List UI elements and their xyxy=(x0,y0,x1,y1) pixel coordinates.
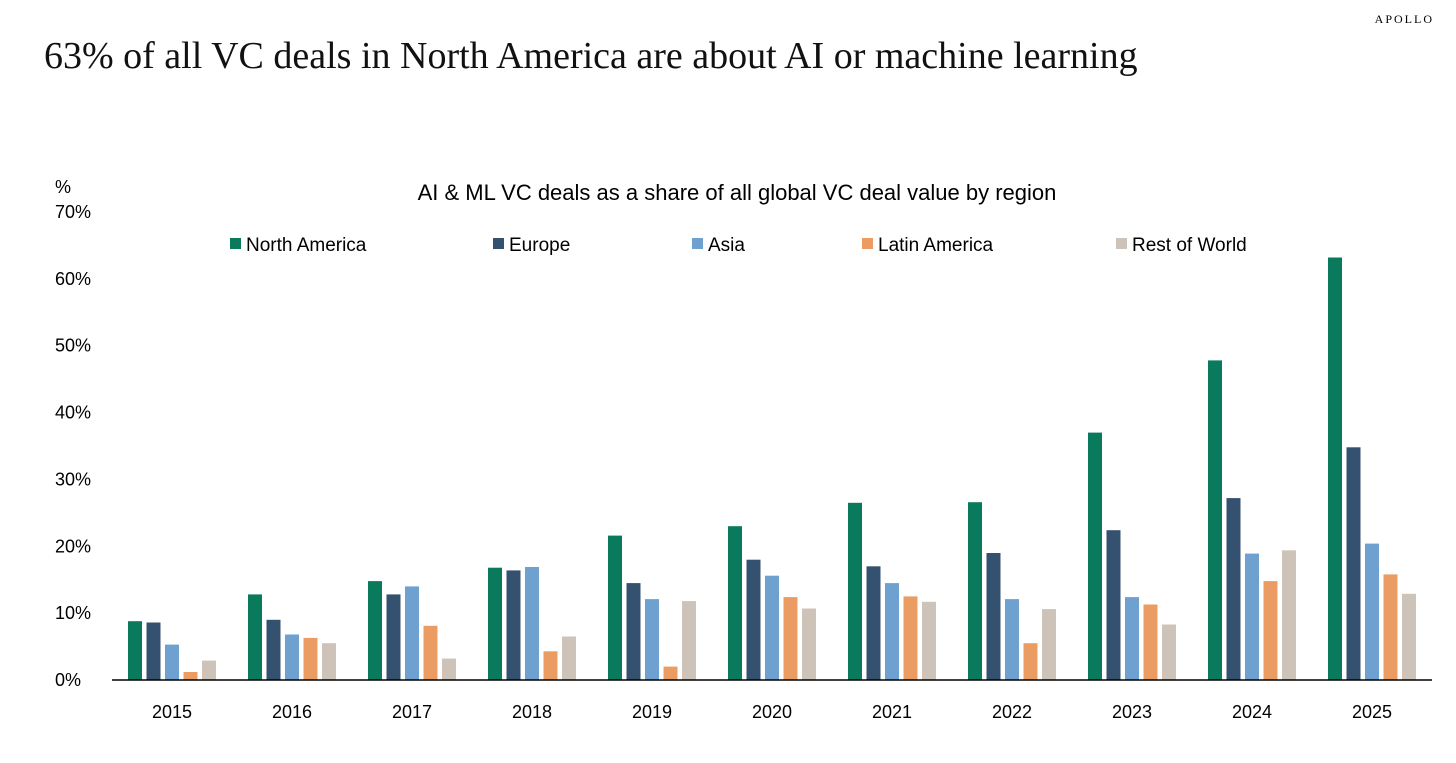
bar-asia-2018 xyxy=(525,567,539,680)
x-axis: 2015 2016 2017 2018 2019 2020 2021 2022 2023 2024… xyxy=(152,702,1392,722)
bar-asia-2020 xyxy=(765,575,779,680)
bar-asia-2021 xyxy=(885,583,899,680)
bar-latin-america-2024 xyxy=(1263,581,1278,680)
bar-europe-2022 xyxy=(986,553,1001,680)
x-tick-label: 2017 xyxy=(392,702,432,722)
bar-north-america-2022 xyxy=(968,502,982,680)
legend-label-rest-of-world: Rest of World xyxy=(1132,235,1247,256)
x-tick-label: 2015 xyxy=(152,702,192,722)
bar-north-america-2023 xyxy=(1088,432,1102,680)
legend-label-europe: Europe xyxy=(509,235,570,256)
bar-latin-america-2021 xyxy=(903,596,918,680)
brand-logo-text: APOLLO xyxy=(1374,12,1434,26)
bar-latin-america-2016 xyxy=(303,637,318,680)
bars-group xyxy=(128,257,1416,680)
page-headline: 63% of all VC deals in North America are… xyxy=(44,35,1138,77)
bar-europe-2016 xyxy=(266,619,281,680)
bar-north-america-2021 xyxy=(848,502,862,680)
x-tick-label: 2019 xyxy=(632,702,672,722)
bar-asia-2016 xyxy=(285,634,299,680)
bar-europe-2021 xyxy=(866,566,881,680)
bar-europe-2024 xyxy=(1226,498,1241,680)
legend-swatch-rest-of-world xyxy=(1116,238,1127,249)
legend-swatch-latin-america xyxy=(862,238,873,249)
legend-label-north-america: North America xyxy=(246,235,367,256)
bar-rest-of-world-2015 xyxy=(202,660,216,680)
bar-asia-2015 xyxy=(165,644,179,680)
bar-latin-america-2018 xyxy=(543,651,558,680)
bar-latin-america-2015 xyxy=(183,672,198,680)
legend-label-asia: Asia xyxy=(708,235,745,256)
bar-europe-2015 xyxy=(146,622,161,680)
y-tick-label: 20% xyxy=(55,536,91,556)
bar-latin-america-2020 xyxy=(783,597,798,680)
x-tick-label: 2018 xyxy=(512,702,552,722)
legend: North America Europe Asia Latin America Rest… xyxy=(230,235,1247,256)
y-tick-label: 10% xyxy=(55,603,91,623)
bar-rest-of-world-2023 xyxy=(1162,624,1176,680)
bar-asia-2019 xyxy=(645,599,659,680)
y-tick-label: 30% xyxy=(55,469,91,489)
y-tick-label: 70% xyxy=(55,202,91,222)
bar-europe-2017 xyxy=(386,594,401,680)
bar-asia-2022 xyxy=(1005,599,1019,680)
bar-rest-of-world-2018 xyxy=(562,636,576,680)
bar-latin-america-2023 xyxy=(1143,604,1158,680)
x-tick-label: 2020 xyxy=(752,702,792,722)
x-tick-label: 2025 xyxy=(1352,702,1392,722)
bar-latin-america-2025 xyxy=(1383,574,1398,680)
y-tick-label: 60% xyxy=(55,269,91,289)
bar-europe-2019 xyxy=(626,583,641,680)
x-tick-label: 2021 xyxy=(872,702,912,722)
bar-rest-of-world-2025 xyxy=(1402,593,1416,680)
y-tick-label: 50% xyxy=(55,336,91,356)
bar-rest-of-world-2019 xyxy=(682,601,696,680)
bar-north-america-2024 xyxy=(1208,360,1222,680)
bar-north-america-2017 xyxy=(368,581,382,680)
bar-rest-of-world-2022 xyxy=(1042,609,1056,680)
y-tick-label: 40% xyxy=(55,403,91,423)
legend-label-latin-america: Latin America xyxy=(878,235,994,256)
bar-north-america-2015 xyxy=(128,621,142,680)
chart-title: AI & ML VC deals as a share of all globa… xyxy=(418,180,1057,205)
bar-asia-2023 xyxy=(1125,597,1139,680)
x-tick-label: 2024 xyxy=(1232,702,1272,722)
bar-latin-america-2017 xyxy=(423,625,438,680)
bar-north-america-2018 xyxy=(488,567,502,680)
bar-north-america-2016 xyxy=(248,594,262,680)
bar-north-america-2025 xyxy=(1328,257,1342,680)
bar-rest-of-world-2021 xyxy=(922,601,936,680)
legend-swatch-north-america xyxy=(230,238,241,249)
bar-asia-2024 xyxy=(1245,553,1259,680)
y-axis: 0% 10% 20% 30% 40% 50% 60% 70% xyxy=(55,202,91,690)
y-axis-unit-label: % xyxy=(55,177,71,197)
bar-latin-america-2022 xyxy=(1023,643,1038,680)
legend-swatch-europe xyxy=(493,238,504,249)
bar-latin-america-2019 xyxy=(663,666,678,680)
bar-north-america-2019 xyxy=(608,535,622,680)
bar-rest-of-world-2024 xyxy=(1282,550,1296,680)
bar-europe-2025 xyxy=(1346,447,1361,680)
bar-rest-of-world-2020 xyxy=(802,608,816,680)
legend-swatch-asia xyxy=(692,238,703,249)
x-tick-label: 2016 xyxy=(272,702,312,722)
bar-europe-2023 xyxy=(1106,530,1121,680)
bar-europe-2018 xyxy=(506,570,521,680)
bar-north-america-2020 xyxy=(728,526,742,680)
bar-rest-of-world-2016 xyxy=(322,643,336,680)
x-tick-label: 2023 xyxy=(1112,702,1152,722)
bar-asia-2025 xyxy=(1365,543,1379,680)
bar-asia-2017 xyxy=(405,586,419,680)
bar-europe-2020 xyxy=(746,559,761,680)
x-tick-label: 2022 xyxy=(992,702,1032,722)
y-tick-label: 0% xyxy=(55,670,81,690)
bar-rest-of-world-2017 xyxy=(442,658,456,680)
